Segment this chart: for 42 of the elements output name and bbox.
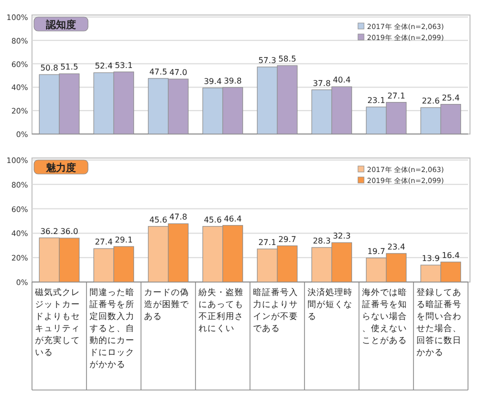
data-label: 58.5 (278, 54, 296, 64)
x-tick-label: 磁気式クレジットカードよりもセキュリティが充実している (35, 287, 81, 359)
data-label: 51.5 (60, 62, 78, 72)
data-label: 28.3 (312, 236, 331, 246)
data-label: 16.4 (442, 250, 460, 260)
data-label: 22.6 (422, 96, 440, 106)
data-label: 27.4 (94, 238, 113, 247)
x-tick-label: 間違った暗証番号を所定回数入力すると、自動的にカードにロックがかかる (90, 287, 136, 371)
x-tick-label: 紛失・盗難にあっても不正利用されにくい (198, 287, 244, 335)
data-label: 27.1 (387, 91, 406, 100)
data-label: 47.8 (169, 212, 188, 222)
data-label: 53.1 (114, 60, 133, 70)
data-label: 47.5 (149, 67, 168, 76)
data-label: 29.1 (114, 236, 133, 244)
data-label: 25.4 (442, 93, 460, 102)
data-label: 47.0 (169, 68, 188, 78)
x-tick-label: 決済処理時間が短くなる (308, 287, 354, 323)
data-label: 46.4 (224, 214, 242, 224)
data-label: 23.4 (387, 242, 406, 252)
data-label: 32.3 (332, 232, 351, 241)
data-label: 36.2 (40, 226, 58, 236)
x-tick-label: 登録してある暗証番号を問い合わせた場合、回答に数日かかる (416, 287, 462, 359)
data-label: 39.4 (204, 76, 222, 86)
data-label: 13.9 (422, 254, 440, 264)
data-label: 39.8 (224, 76, 242, 86)
chart-title: 魅力度 (45, 162, 76, 174)
chart-title: 認知度 (45, 19, 76, 31)
data-label: 23.1 (367, 96, 386, 105)
data-label: 27.1 (258, 238, 276, 247)
data-label: 57.3 (258, 56, 276, 65)
data-label: 52.4 (94, 62, 113, 71)
data-label: 45.6 (204, 215, 222, 224)
data-label: 50.8 (40, 64, 58, 73)
data-label: 45.6 (149, 215, 168, 224)
data-label: 29.7 (278, 234, 296, 244)
data-label: 19.7 (367, 246, 386, 256)
data-label: 37.8 (312, 78, 331, 88)
data-label: 40.4 (332, 76, 351, 85)
x-tick-label: 暗証番号入力によりサインが不要である (253, 287, 299, 335)
x-tick-label: カードの偽造が困難である (144, 287, 190, 323)
data-label: 36.0 (60, 227, 78, 236)
x-tick-label: 海外では暗証番号を知らない場合、使えないことがある (362, 287, 408, 347)
